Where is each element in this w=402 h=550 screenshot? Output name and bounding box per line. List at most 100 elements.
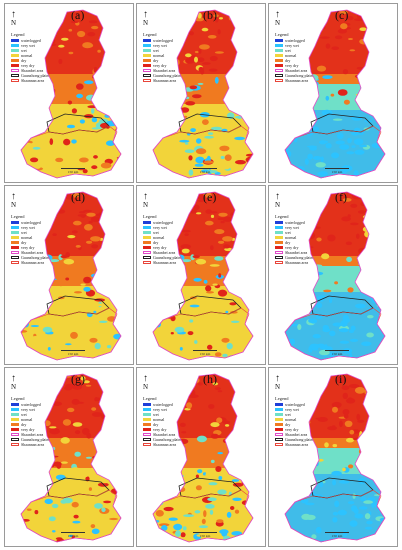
map-patch <box>21 269 27 273</box>
map-patch <box>30 450 41 457</box>
map-patch <box>157 125 163 131</box>
legend-boundary-item: Shaannan area <box>275 78 312 83</box>
map-patch <box>48 516 56 522</box>
legend-label: very wet <box>21 225 35 230</box>
map-patch <box>153 357 162 360</box>
legend-swatch <box>143 38 151 43</box>
map-patch <box>249 339 253 346</box>
panel-label: (c) <box>335 8 349 22</box>
map-patch <box>380 429 385 436</box>
map-patch <box>34 510 39 515</box>
map-patch <box>196 212 202 215</box>
legend-item: very dry <box>275 63 312 68</box>
map-patch <box>119 493 121 497</box>
legend: Legend waterlogged very wet wet normal dry ver… <box>11 32 48 83</box>
map-patch <box>322 327 331 333</box>
map-patch <box>348 464 354 469</box>
map-patch <box>153 158 156 163</box>
map-patch <box>187 394 199 398</box>
legend-label: wet <box>21 48 27 53</box>
map-patch <box>214 51 224 54</box>
north-arrow-icon: ↑ N <box>275 373 281 391</box>
map-patch <box>95 273 104 279</box>
legend-label: dry <box>153 240 159 245</box>
map-patch <box>332 479 337 486</box>
map-patch <box>224 247 233 252</box>
legend-boundary-item: Shaannan area <box>11 78 48 83</box>
map-patch <box>335 140 345 145</box>
map-patch <box>101 392 113 397</box>
map-patch <box>311 534 317 540</box>
map-patch <box>107 452 116 458</box>
legend-label: Shaanbei area <box>21 250 44 255</box>
map-patch <box>189 31 194 36</box>
legend-title: Legend <box>143 32 157 37</box>
map-patch <box>21 116 27 123</box>
map-patch <box>368 96 377 99</box>
north-arrow-icon: ↑ N <box>11 9 17 27</box>
legend-swatch <box>275 235 283 240</box>
map-fill <box>285 10 385 178</box>
legend-item: dry <box>275 58 312 63</box>
map-patch <box>153 488 154 492</box>
map-patch <box>334 35 343 40</box>
map-patch <box>300 293 309 299</box>
legend-boundary-item: Guanzhong plain <box>143 437 180 442</box>
legend-swatch <box>143 53 151 58</box>
legend-item: very dry <box>275 245 312 250</box>
map-patch <box>319 140 327 145</box>
map-patch <box>210 422 220 428</box>
map-patch <box>314 226 321 229</box>
legend-label: Shaannan area <box>285 78 309 83</box>
map-patch <box>219 145 230 152</box>
map-patch <box>336 132 344 140</box>
legend-label: Shaannan area <box>21 442 45 447</box>
map-patch <box>207 132 214 135</box>
map-patch <box>55 537 63 540</box>
map-patch <box>246 230 252 236</box>
map-patch <box>55 474 66 480</box>
map-patch <box>46 278 57 281</box>
map-patch <box>72 422 83 427</box>
map-patch <box>98 328 109 331</box>
map-patch <box>355 93 362 96</box>
map-patch <box>28 26 38 31</box>
legend-swatch <box>275 220 283 225</box>
legend-label: Guanzhong plain <box>21 73 49 78</box>
map-patch <box>209 55 218 62</box>
map-patch <box>75 245 81 248</box>
map-patch <box>66 124 76 129</box>
map-patch <box>329 330 336 337</box>
map-patch <box>95 457 103 462</box>
map-patch <box>175 530 181 537</box>
legend-item: dry <box>11 58 48 63</box>
map-patch <box>26 309 30 316</box>
map-patch <box>67 100 73 105</box>
map-panel-e: ↑ N (e) Legend waterlogged very wet wet norma… <box>136 185 266 365</box>
map-drawing <box>20 191 122 361</box>
map-patch <box>52 503 59 509</box>
map-patch <box>342 409 350 415</box>
map-patch <box>184 233 189 236</box>
map-patch <box>354 149 365 155</box>
legend-item: very wet <box>11 225 48 230</box>
north-arrow-icon: ↑ N <box>11 191 17 209</box>
map-patch <box>350 222 359 226</box>
legend-label: Shaannan area <box>285 260 309 265</box>
map-patch <box>14 531 19 536</box>
map-patch <box>93 155 98 159</box>
map-patch <box>301 120 307 127</box>
map-patch <box>188 16 197 19</box>
map-patch <box>116 412 121 417</box>
map-patch <box>309 343 320 350</box>
map-patch <box>364 450 369 457</box>
legend-title: Legend <box>275 214 289 219</box>
map-patch <box>381 454 385 459</box>
map-patch <box>241 284 251 289</box>
map-drawing <box>152 373 254 543</box>
legend-label: normal <box>285 235 297 240</box>
legend-title: Legend <box>143 396 157 401</box>
map-patch <box>21 349 23 353</box>
map-patch <box>146 125 150 131</box>
